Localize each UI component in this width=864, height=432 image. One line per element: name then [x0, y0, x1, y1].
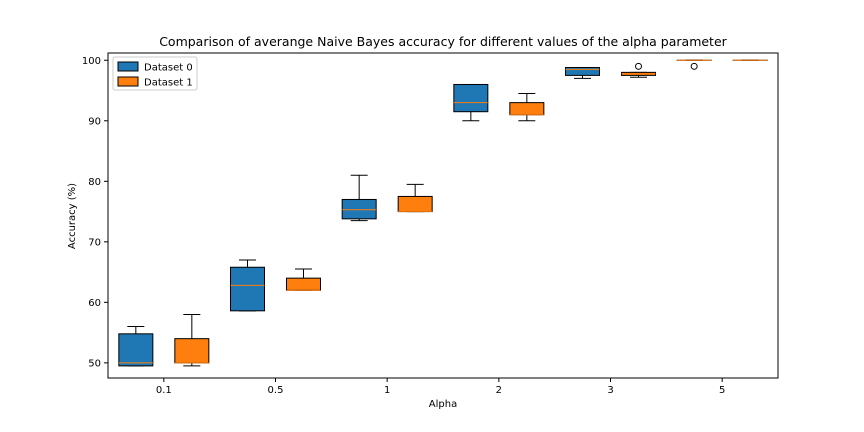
legend-label: Dataset 0: [144, 63, 193, 74]
box: [565, 67, 600, 76]
x-tick-label: 5: [719, 385, 725, 396]
box-group: [174, 313, 210, 367]
y-tick-label: 50: [88, 358, 101, 369]
box: [230, 266, 265, 312]
box: [509, 102, 545, 116]
box-group: [341, 174, 377, 222]
box-group: [230, 259, 265, 312]
x-tick-label: 0.1: [156, 385, 172, 396]
axes: 50 60 70 80 90 100 0.1 0.5 1 2 3 5: [82, 52, 779, 396]
x-tick-label: 0.5: [268, 385, 284, 396]
x-tick-label: 1: [384, 385, 390, 396]
legend-label: Dataset 1: [144, 78, 193, 89]
y-axis-label: Accuracy (%): [67, 183, 78, 249]
x-tick-label: 2: [496, 385, 502, 396]
box: [341, 198, 377, 220]
box-group: [509, 93, 545, 122]
box: [397, 195, 433, 213]
x-tick-label: 3: [607, 385, 613, 396]
box: [453, 83, 489, 113]
box-group: [118, 326, 154, 367]
chart-title: Comparison of averange Naive Bayes accur…: [159, 34, 727, 49]
y-tick-label: 60: [88, 298, 101, 309]
axes-frame: [107, 52, 779, 379]
y-tick-label: 100: [82, 56, 101, 67]
y-tick-label: 70: [88, 237, 101, 248]
box-group: [676, 59, 712, 70]
box-group: [621, 62, 656, 78]
box-group: [286, 268, 321, 291]
box: [174, 338, 210, 364]
legend-swatch: [117, 76, 139, 87]
y-tick-label: 80: [88, 177, 101, 188]
box: [118, 333, 154, 367]
plot-area: [118, 59, 768, 367]
legend-swatch: [117, 61, 139, 72]
outlier-point: [635, 62, 642, 70]
y-tick-label: 90: [88, 116, 101, 127]
legend: Dataset 0 Dataset 1: [112, 56, 198, 91]
box-group: [453, 83, 489, 122]
box-group: [565, 67, 600, 79]
x-axis-label: Alpha: [429, 399, 457, 410]
box: [286, 277, 321, 291]
box-group: [397, 183, 433, 213]
outlier-point: [690, 62, 698, 70]
